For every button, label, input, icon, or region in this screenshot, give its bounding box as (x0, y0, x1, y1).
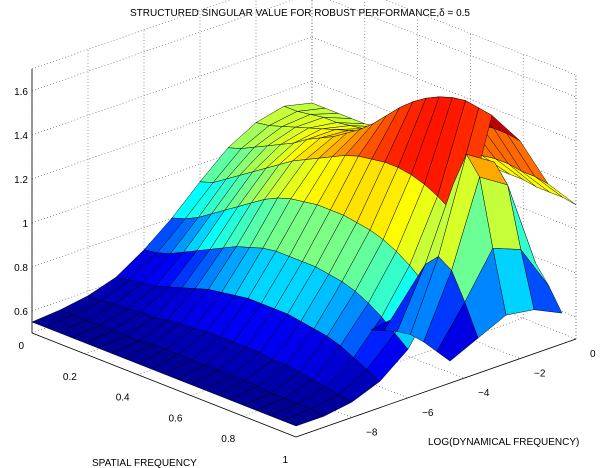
x-axis-label: SPATIAL FREQUENCY (92, 458, 197, 468)
z-tick-label: 0.6 (14, 307, 28, 318)
grid-line-z (31, 36, 313, 136)
y-tick-label: −4 (478, 388, 490, 399)
chart-title: STRUCTURED SINGULAR VALUE FOR ROBUST PER… (130, 8, 470, 19)
tick-labels: 0.6 0.8 1 1.2 1.4 1.6 0 0.2 0.4 0.6 0.8 1 −8 −6 −4 −2 0 (14, 87, 596, 466)
surface-facet (534, 176, 577, 206)
grid-line-z (31, 0, 293, 92)
z-tick-label: 0.8 (14, 263, 28, 274)
x-axis-line (31, 332, 297, 438)
y-tick-label: −8 (366, 427, 378, 438)
inset-facet (436, 301, 479, 362)
x-tick-label: 0.2 (63, 372, 77, 383)
z-tick-label: 1.2 (14, 175, 28, 186)
x-tick-label: 1 (282, 455, 288, 466)
z-tick-label: 1.4 (14, 131, 28, 142)
x-tick-label: 0.8 (221, 434, 235, 445)
x-tick-label: 0.6 (168, 413, 182, 424)
y-axis-label: LOG(DYNAMICAL FREQUENCY) (428, 437, 579, 448)
inset-surface-mesh (370, 154, 563, 362)
surface-facet (282, 408, 325, 427)
x-tick-label: 0.4 (116, 393, 130, 404)
z-tick-label: 1.6 (14, 87, 28, 98)
grid-line-z (31, 80, 313, 180)
y-tick-label: −6 (422, 408, 434, 419)
y-tick-label: 0 (590, 349, 596, 360)
x-tick-label: 0 (18, 341, 24, 352)
y-tick-label: −2 (534, 369, 546, 380)
y-axis-line (295, 338, 577, 438)
z-tick-label: 1 (22, 219, 28, 230)
